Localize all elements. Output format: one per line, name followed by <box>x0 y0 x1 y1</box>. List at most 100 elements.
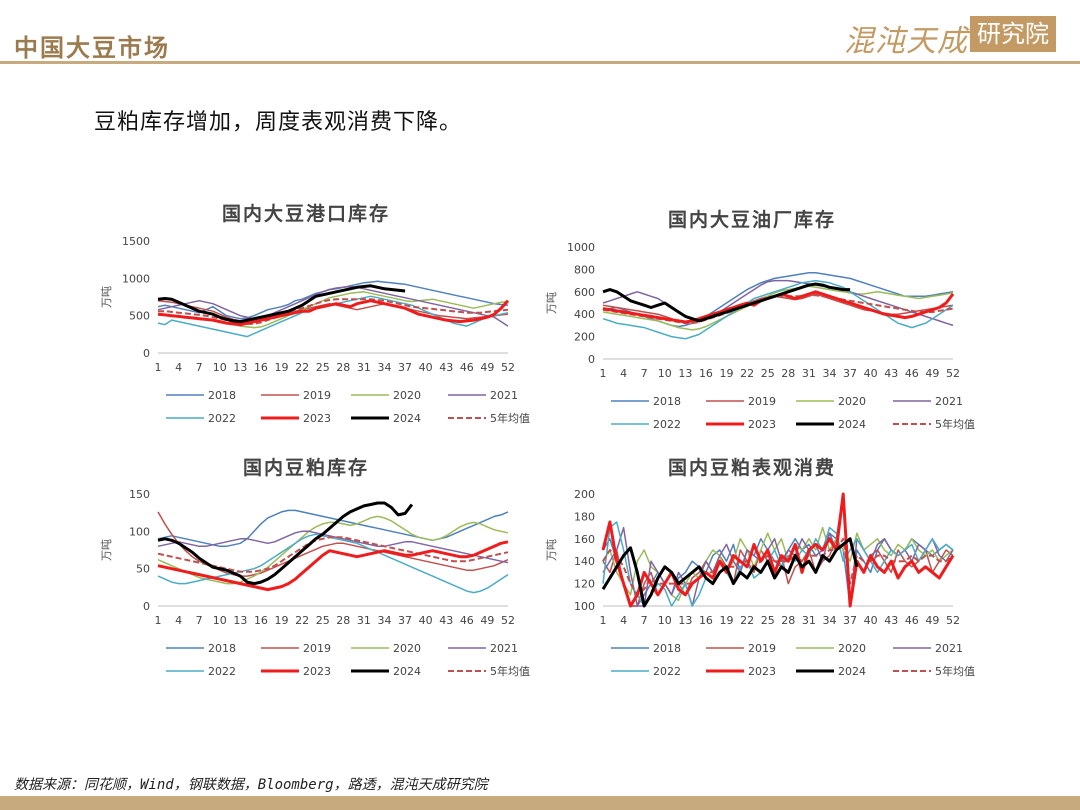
x-tick-label: 28 <box>336 361 350 374</box>
legend-label: 2024 <box>838 665 866 678</box>
y-axis-label: 万吨 <box>545 539 558 561</box>
x-tick-label: 25 <box>316 361 330 374</box>
x-tick-label: 16 <box>699 614 713 627</box>
x-tick-label: 40 <box>864 614 878 627</box>
x-tick-label: 34 <box>377 614 391 627</box>
legend-label: 2023 <box>303 665 331 678</box>
legend-label: 2022 <box>208 665 236 678</box>
footer-data-source: 数据来源：同花顺，Wind，钢联数据，Bloomberg，路透，混沌天成研究院 <box>14 777 488 793</box>
x-tick-label: 1 <box>155 614 162 627</box>
series-line-2021 <box>157 530 509 564</box>
y-tick-label: 400 <box>574 308 595 321</box>
x-tick-label: 7 <box>641 367 648 380</box>
x-tick-label: 46 <box>460 614 474 627</box>
x-tick-label: 10 <box>658 367 672 380</box>
series-line-5年均值 <box>158 298 509 325</box>
legend-label: 2021 <box>490 642 518 655</box>
series-line-2020 <box>157 515 509 585</box>
x-tick-label: 19 <box>720 367 734 380</box>
x-tick-label: 7 <box>641 614 648 627</box>
x-tick-label: 40 <box>419 614 433 627</box>
x-tick-label: 16 <box>254 361 268 374</box>
x-tick-label: 22 <box>295 361 309 374</box>
chart-port-soybean-inventory: 万吨 0 500 1000 1500 1 4 7 10 13 16 19 22 25 28 31 34 37 40 4… <box>100 235 530 425</box>
legend-label: 5年均值 <box>935 664 975 678</box>
page-subtitle: 豆粕库存增加，周度表观消费下降。 <box>94 110 463 135</box>
x-tick-label: 28 <box>781 367 795 380</box>
page-header-title: 中国大豆市场 <box>14 33 170 62</box>
series-line-5年均值 <box>602 294 954 325</box>
chart-title-crusher-soybean: 国内大豆油厂库存 <box>668 209 837 231</box>
legend-label: 2018 <box>653 395 681 408</box>
x-tick-label: 16 <box>254 614 268 627</box>
x-tick-label: 34 <box>822 614 836 627</box>
x-tick-label: 31 <box>802 614 816 627</box>
y-tick-label: 200 <box>574 488 595 501</box>
x-tick-label: 49 <box>925 367 939 380</box>
x-tick-label: 7 <box>196 361 203 374</box>
legend-label: 5年均值 <box>935 417 975 431</box>
x-tick-label: 28 <box>781 614 795 627</box>
x-tick-label: 34 <box>377 361 391 374</box>
y-tick-label: 50 <box>136 563 150 576</box>
legend-label: 2024 <box>393 412 421 425</box>
legend-label: 2023 <box>303 412 331 425</box>
legend-label: 2024 <box>838 418 866 431</box>
legend-label: 2022 <box>653 665 681 678</box>
x-tick-label: 1 <box>600 367 607 380</box>
x-tick-label: 43 <box>884 367 898 380</box>
legend-label: 5年均值 <box>490 664 530 678</box>
legend-label: 2021 <box>935 642 963 655</box>
chart-title-port-soybean: 国内大豆港口库存 <box>222 203 391 225</box>
legend-label: 2018 <box>208 642 236 655</box>
x-tick-label: 10 <box>213 614 227 627</box>
y-tick-label: 160 <box>574 533 595 546</box>
series-line-2024 <box>157 284 406 324</box>
series-line-2024 <box>601 537 859 608</box>
x-tick-label: 31 <box>357 614 371 627</box>
y-tick-label: 0 <box>143 600 150 613</box>
x-tick-label: 52 <box>501 614 515 627</box>
y-tick-label: 800 <box>574 263 595 276</box>
x-tick-label: 13 <box>233 361 247 374</box>
y-tick-label: 1000 <box>567 241 595 254</box>
x-tick-label: 25 <box>761 614 775 627</box>
x-tick-label: 40 <box>419 361 433 374</box>
x-tick-label: 13 <box>233 614 247 627</box>
y-tick-label: 100 <box>129 525 150 538</box>
x-tick-label: 37 <box>398 361 412 374</box>
x-tick-label: 16 <box>699 367 713 380</box>
x-tick-label: 43 <box>439 614 453 627</box>
brand-name: 混沌天成 <box>844 24 968 59</box>
x-tick-label: 49 <box>925 614 939 627</box>
chart-crusher-soybean-inventory: 万吨 0 200 400 600 800 1000 1 4 7 10 13 16 19 22 25 28 31 34… <box>545 241 975 431</box>
x-tick-label: 22 <box>740 367 754 380</box>
x-tick-label: 34 <box>822 367 836 380</box>
x-tick-label: 25 <box>761 367 775 380</box>
x-tick-label: 28 <box>336 614 350 627</box>
legend-label: 2018 <box>653 642 681 655</box>
legend-label: 5年均值 <box>490 411 530 425</box>
x-tick-label: 19 <box>275 361 289 374</box>
x-tick-label: 4 <box>175 614 182 627</box>
brand-logo: 混沌天成 研究院 <box>844 12 1060 59</box>
x-tick-label: 40 <box>864 367 878 380</box>
chart-title-meal-inventory: 国内豆粕库存 <box>243 457 370 479</box>
series-line-2022 <box>157 295 509 338</box>
legend-label: 2020 <box>393 642 421 655</box>
legend-label: 2023 <box>748 665 776 678</box>
x-tick-label: 43 <box>884 614 898 627</box>
chart-soymeal-apparent-consumption: 万吨 100 120 140 160 180 200 1 4 7 10 13 16 19 22 25 28 31 3… <box>545 488 975 678</box>
x-tick-label: 52 <box>501 361 515 374</box>
series-line-2021 <box>157 285 509 327</box>
legend-label: 2021 <box>935 395 963 408</box>
x-tick-label: 46 <box>460 361 474 374</box>
series-line-2023 <box>157 540 509 592</box>
series-line-2024 <box>602 282 851 323</box>
legend-label: 2020 <box>838 642 866 655</box>
legend-label: 2021 <box>490 389 518 402</box>
x-tick-label: 4 <box>620 614 627 627</box>
y-axis-label: 万吨 <box>100 539 113 561</box>
x-tick-label: 22 <box>740 614 754 627</box>
legend-label: 2020 <box>393 389 421 402</box>
